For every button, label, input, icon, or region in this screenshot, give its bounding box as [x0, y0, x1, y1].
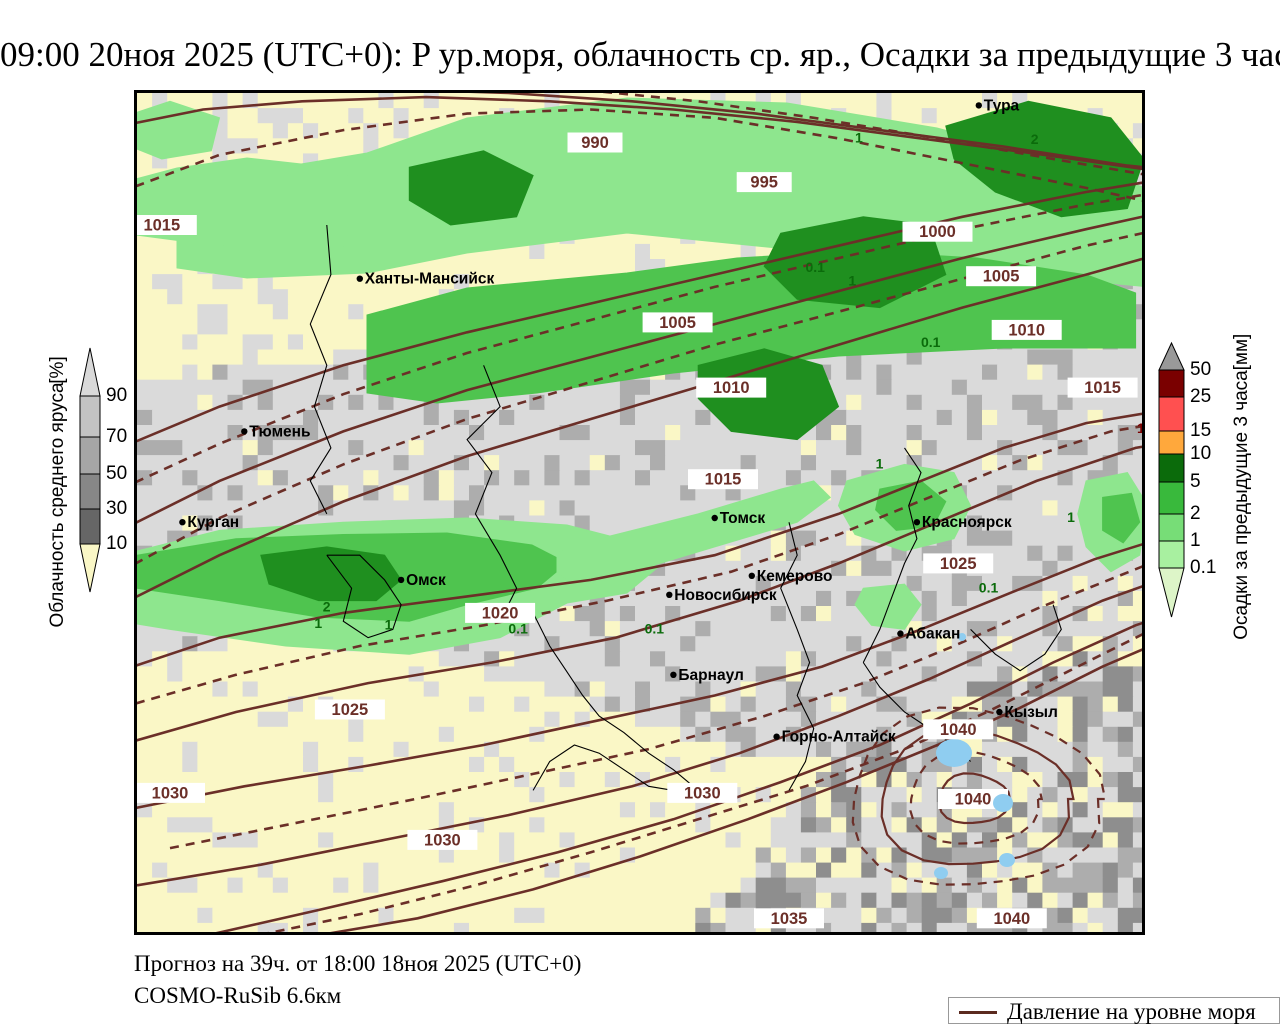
svg-text:[%]: [%]	[47, 356, 68, 383]
svg-text:Новосибирск: Новосибирск	[674, 587, 777, 604]
svg-text:Тюмень: Тюмень	[249, 423, 310, 440]
svg-text:50: 50	[106, 463, 127, 484]
svg-text:1040: 1040	[940, 721, 977, 739]
svg-text:1..5: 1..5	[1137, 420, 1145, 436]
svg-text:10: 10	[106, 533, 127, 554]
svg-text:1015: 1015	[143, 217, 180, 235]
svg-text:Барнаул: Барнаул	[678, 667, 743, 684]
svg-text:0.1: 0.1	[508, 621, 528, 637]
svg-text:0.1: 0.1	[979, 579, 999, 595]
svg-text:1035: 1035	[771, 910, 808, 928]
svg-text:50: 50	[1190, 359, 1211, 380]
svg-text:Кемерово: Кемерово	[757, 568, 833, 585]
svg-text:1005: 1005	[659, 314, 696, 332]
svg-text:1: 1	[1190, 530, 1201, 551]
svg-text:2: 2	[1190, 503, 1201, 524]
svg-text:Горно-Алтайск: Горно-Алтайск	[782, 729, 896, 746]
svg-text:0.1: 0.1	[645, 621, 665, 637]
svg-text:Ханты-Мансийск: Ханты-Мансийск	[365, 271, 495, 288]
svg-text:1040: 1040	[993, 910, 1030, 928]
svg-text:1015: 1015	[1084, 379, 1121, 397]
svg-text:0.1: 0.1	[1190, 557, 1216, 578]
svg-text:Курган: Курган	[187, 514, 239, 531]
svg-text:1: 1	[385, 616, 393, 632]
svg-text:70: 70	[106, 426, 127, 447]
svg-text:1: 1	[855, 130, 863, 146]
svg-text:Томск: Томск	[720, 510, 766, 527]
svg-text:1000: 1000	[919, 223, 956, 241]
svg-text:1030: 1030	[424, 831, 461, 849]
svg-text:1005: 1005	[983, 268, 1020, 286]
svg-text:10: 10	[1190, 443, 1211, 464]
svg-text:990: 990	[581, 134, 609, 152]
svg-text:Облачность среднего яруса: Облачность среднего яруса	[47, 382, 68, 628]
svg-text:Тура: Тура	[984, 97, 1020, 114]
svg-text:30: 30	[106, 498, 127, 519]
svg-text:Кызыл: Кызыл	[1004, 704, 1058, 721]
svg-text:[мм]: [мм]	[1231, 334, 1252, 371]
svg-text:1030: 1030	[684, 784, 721, 802]
svg-text:2: 2	[1031, 131, 1039, 147]
svg-text:Красноярск: Красноярск	[922, 514, 1012, 531]
svg-text:1010: 1010	[1008, 321, 1045, 339]
svg-text:1020: 1020	[482, 604, 519, 622]
svg-text:Омск: Омск	[406, 572, 446, 589]
svg-text:90: 90	[106, 385, 127, 406]
svg-text:1: 1	[314, 615, 322, 631]
svg-text:0.1: 0.1	[921, 334, 941, 350]
svg-text:1: 1	[1067, 509, 1075, 525]
svg-text:25: 25	[1190, 386, 1211, 407]
svg-text:1030: 1030	[152, 784, 189, 802]
svg-text:1: 1	[848, 272, 856, 288]
svg-text:1010: 1010	[713, 379, 750, 397]
svg-text:15: 15	[1190, 420, 1211, 441]
svg-text:Абакан: Абакан	[905, 626, 960, 643]
svg-text:1025: 1025	[940, 555, 977, 573]
svg-text:1040: 1040	[955, 791, 992, 809]
svg-text:2: 2	[323, 598, 331, 614]
svg-text:1: 1	[876, 456, 884, 472]
svg-text:995: 995	[750, 174, 778, 192]
svg-text:1015: 1015	[705, 471, 742, 489]
svg-text:Осадки за предыдущие 3 часа: Осадки за предыдущие 3 часа	[1231, 370, 1252, 640]
svg-text:0.1: 0.1	[806, 259, 826, 275]
svg-text:1025: 1025	[332, 701, 369, 719]
svg-text:5: 5	[1190, 471, 1201, 492]
